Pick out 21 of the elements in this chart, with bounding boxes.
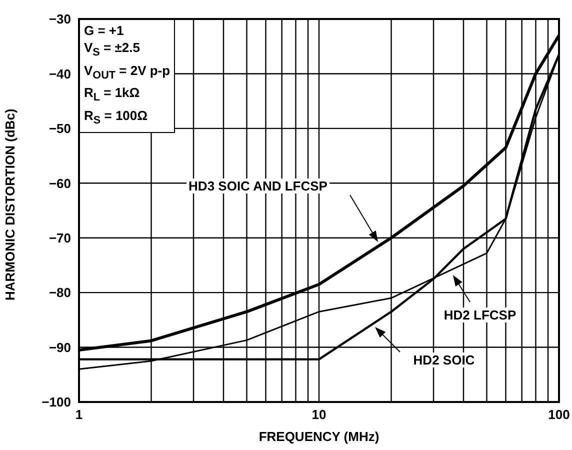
x-tick-label: 100 — [548, 407, 570, 422]
annotation: V$_{S}$ = ±2.5 — [84, 40, 140, 59]
y-tick-label: −70 — [48, 230, 71, 246]
y-tick-label: −100 — [42, 394, 71, 410]
x-axis-title: FREQUENCY (MHz) — [258, 429, 380, 444]
y-tick-label: −30 — [48, 12, 71, 27]
y-tick-label: −50 — [48, 121, 71, 136]
annotation: HD2 SOIC — [413, 352, 475, 368]
y-tick-label: −80 — [48, 285, 71, 300]
annotation: HD3 SOIC AND LFCSP — [188, 178, 328, 194]
y-tick-label: −90 — [48, 340, 71, 355]
y-tick-label: −40 — [48, 66, 71, 82]
annotation: V$_{OUT}$ = 2V p-p — [84, 62, 170, 82]
annotation: R$_{L}$ = 1kΩ — [84, 85, 140, 104]
annotation: R$_{S}$ = 100Ω — [84, 108, 148, 126]
annotation: HD2 LFCSP — [444, 308, 516, 322]
y-axis-title: HARMONIC DISTORTION (dBc) — [2, 108, 18, 300]
x-tick-label: 1 — [75, 407, 83, 422]
y-tick-label: −60 — [48, 176, 71, 191]
annotation: G = +1 — [84, 23, 124, 38]
x-tick-label: 10 — [312, 407, 326, 422]
